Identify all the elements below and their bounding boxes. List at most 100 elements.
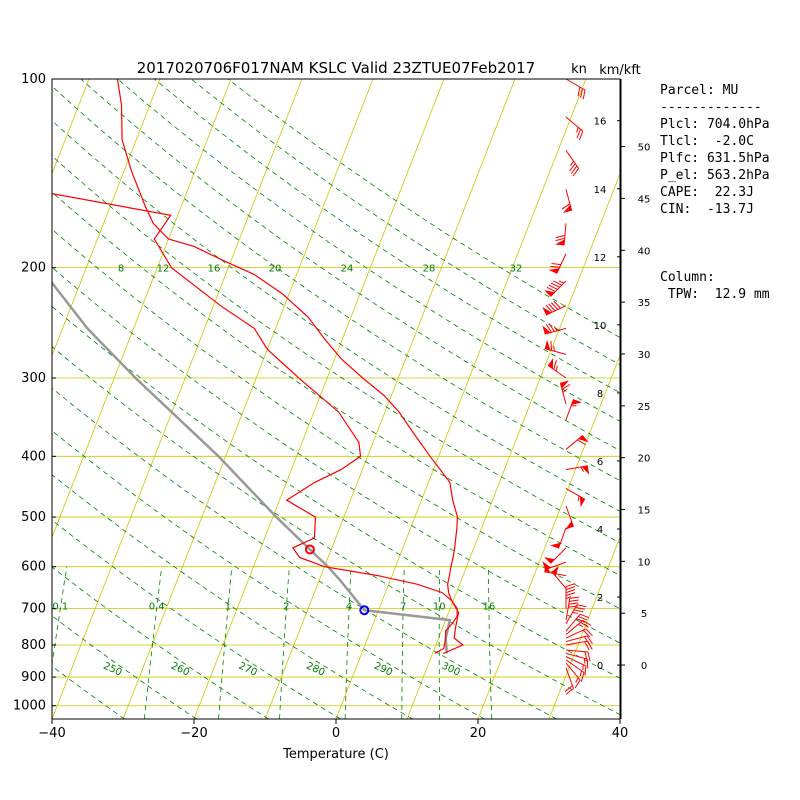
wind-barb-full (576, 618, 586, 623)
wind-barb-flag (548, 268, 560, 274)
wind-barb-staff (565, 598, 571, 621)
pressure-tick-label: 900 (21, 670, 46, 685)
wind-barb-full (565, 688, 574, 695)
kft-tick-label: 50 (638, 143, 651, 154)
wind-barb-flag (547, 358, 554, 369)
wind-barb-staff (551, 571, 567, 589)
wind-barb-full (580, 88, 583, 98)
wind-barb-flag (571, 399, 582, 405)
pressure-tick-label: 100 (21, 72, 46, 87)
km-tick-label: 10 (594, 321, 607, 332)
mixing-ratio-label: 4 (346, 602, 352, 613)
profiles-layer (52, 79, 465, 654)
wind-barb-full (577, 86, 581, 97)
wind-barb-full (582, 629, 591, 638)
pressure-tick-label: 700 (21, 602, 46, 617)
kft-tick-label: 15 (638, 506, 651, 517)
dry-adiabat-label: 300 (440, 661, 462, 679)
mixing-ratio-line (344, 566, 352, 719)
km-tick-label: 8 (597, 389, 603, 400)
mixing-ratio-label: 0.4 (149, 602, 165, 613)
wind-barb-full (561, 383, 571, 390)
wind-barb-staff (565, 640, 588, 646)
parcel-title: Parcel: MU (660, 83, 739, 98)
wind-barb (565, 78, 586, 100)
wind-barb (565, 613, 590, 632)
dry-adiabat-line (52, 266, 620, 644)
dry-adiabat-line (52, 519, 341, 719)
dry-adiabat-line (52, 665, 125, 719)
wind-barb (544, 547, 567, 564)
wind-barb-flag (544, 290, 555, 297)
wind-barb-half (575, 677, 579, 683)
dry-adiabat-line (80, 79, 620, 452)
wind-barb-staff (565, 659, 585, 673)
wind-barb (565, 505, 574, 530)
wind-barb-full (569, 596, 580, 599)
wind-barb-full (564, 685, 573, 692)
parcel-rule: ------------- (660, 100, 762, 115)
wind-barb (544, 339, 567, 355)
kft-tick-label: 40 (638, 246, 651, 257)
column-tpw: TPW: 12.9 mm (660, 287, 770, 302)
wind-barb-full (580, 621, 589, 628)
wind-barb-flag (565, 520, 574, 530)
km-tick-label: 2 (597, 593, 603, 604)
wind-barb-full (569, 163, 576, 172)
wind-barb-half (565, 596, 572, 600)
wind-barb-full (569, 599, 579, 602)
el-marker (304, 544, 315, 555)
mixing-ratio-label: 24 (341, 264, 354, 275)
wind-barb-flag (551, 565, 559, 577)
wind-barb-half (572, 612, 578, 614)
wind-barb-full (551, 262, 561, 266)
mixing-ratio-line (218, 566, 233, 719)
pressure-tick-label: 800 (21, 638, 46, 653)
mixing-ratio-line (487, 566, 493, 719)
parcel-cape: CAPE: 22.3J (660, 185, 754, 200)
wind-barb-flag (542, 325, 551, 335)
wind-barb (564, 667, 574, 695)
wind-barb-staff (565, 150, 580, 169)
mixing-ratio-label: 2 (283, 602, 289, 613)
wind-barb-staff (550, 547, 567, 564)
parcel-cin: CIN: -13.7J (660, 202, 754, 217)
wind-barb-half (555, 365, 558, 372)
pressure-tick-label: 200 (21, 261, 46, 276)
wind-barb (551, 565, 567, 589)
wind-barb-half (553, 345, 555, 352)
wind-barb-staff (565, 649, 588, 653)
mixing-ratio-line (143, 566, 163, 719)
wind-barb (565, 659, 585, 682)
wind-barb-full (587, 640, 593, 650)
km-tick-label: 14 (594, 185, 607, 196)
column-title: Column: (660, 270, 715, 285)
wind-barb-full (550, 265, 560, 268)
wind-barb-staff (565, 635, 588, 643)
wind-barb-full (584, 665, 587, 676)
dry-adiabat-label: 280 (304, 661, 326, 679)
wind-barb-flag (542, 306, 552, 315)
wind-barb-full (553, 360, 557, 370)
wind-barb-staff (565, 667, 574, 689)
wind-barb-half (580, 466, 585, 472)
dry-adiabat-label: 260 (169, 661, 191, 679)
wind-barb (565, 628, 593, 639)
wind-barb-staff (565, 620, 584, 635)
wind-barb (565, 116, 584, 141)
wind-barb (565, 399, 582, 421)
wind-barb-flag (578, 435, 589, 443)
mixing-ratio-label: 20 (269, 264, 282, 275)
kft-tick-label: 35 (638, 298, 651, 309)
kft-tick-label: 30 (638, 350, 651, 361)
wind-barb (565, 434, 589, 450)
dry-adiabat-line (52, 228, 620, 610)
km-tick-label: 0 (597, 661, 603, 672)
dry-adiabat-label: 290 (372, 661, 394, 679)
wind-barbs-layer (542, 78, 593, 695)
mixing-ratio-label: 32 (510, 264, 523, 275)
pressure-tick-label: 1000 (13, 699, 46, 714)
wind-barb-flag (550, 542, 561, 549)
wind-barb-full (545, 324, 552, 333)
